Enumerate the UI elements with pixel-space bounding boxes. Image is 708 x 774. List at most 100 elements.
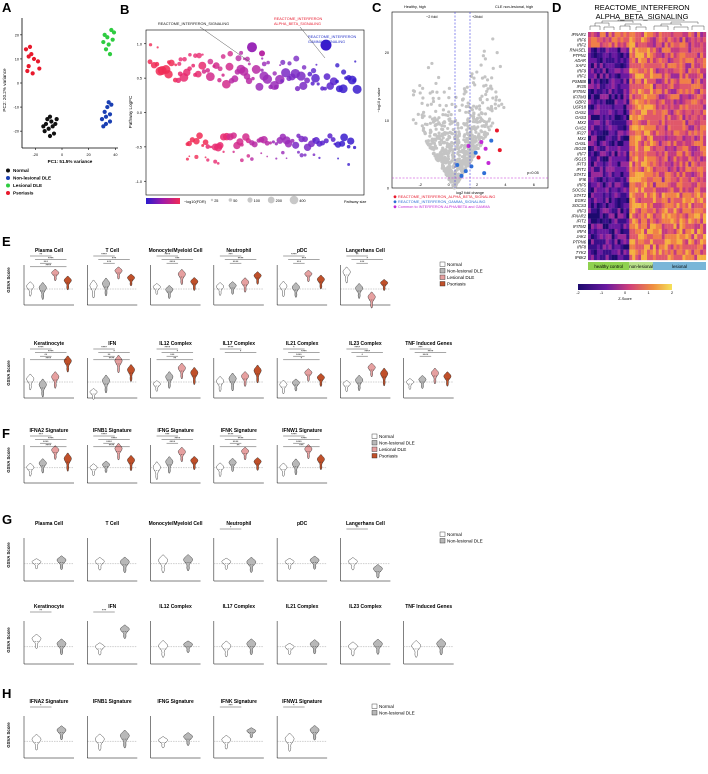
volcano-point [434, 156, 438, 161]
size-legend-label: 25 [214, 199, 218, 203]
heatmap-cell [617, 146, 621, 152]
heatmap-cell [620, 146, 624, 152]
volcano-y-tick-label: 20 [385, 51, 389, 55]
significance-stars: **** [111, 436, 117, 440]
violin-shape [309, 725, 320, 741]
pathway-bubble [245, 77, 253, 85]
volcano-point [430, 61, 434, 66]
heatmap-cell [658, 63, 662, 69]
heatmap-cell [697, 171, 701, 178]
heatmap-cell [649, 104, 654, 110]
significance-stars: **** [428, 349, 434, 353]
heatmap-cell [688, 171, 692, 178]
heatmap-cell [682, 234, 686, 240]
significance-stars: *** [302, 256, 307, 260]
heatmap-cell [667, 42, 671, 48]
heatmap-cell [676, 57, 680, 64]
heatmap-cell [632, 244, 636, 250]
heatmap-cell [632, 52, 636, 59]
violin-shape [246, 727, 257, 738]
heatmap-cell [685, 114, 689, 121]
heatmap-cell [685, 166, 689, 173]
volcano-point [434, 127, 438, 131]
volcano-point [446, 172, 450, 176]
heatmap-cell [626, 99, 630, 105]
heatmap-cell [590, 120, 595, 126]
heatmap-cell [626, 37, 630, 43]
heatmap-cell [638, 114, 642, 121]
heatmap-cell [649, 254, 654, 261]
heatmap-cell [605, 125, 609, 131]
heatmap-cell [703, 68, 707, 74]
heatmap-cell [635, 239, 639, 245]
heatmap-cell [593, 187, 597, 193]
heatmap-cell [599, 32, 603, 38]
heatmap-cell [673, 130, 677, 136]
dendrogram-branch [624, 23, 642, 26]
heatmap-cell [697, 37, 701, 43]
dendrogram-branch [660, 23, 682, 26]
pathway-bubble [260, 152, 263, 155]
heatmap-gene-label: IFITM1 [573, 89, 586, 94]
heatmap-cell [703, 151, 707, 157]
volcano-point [478, 96, 482, 101]
heatmap-cell [655, 32, 659, 38]
heatmap-cell [629, 182, 633, 188]
violin-panel-title: Keratinocyte [34, 341, 65, 347]
volcano-x-axis-label: log2 fold change [456, 191, 484, 195]
volcano-point [432, 141, 437, 145]
heatmap-cell [679, 114, 683, 121]
heatmap-cell [703, 182, 707, 188]
heatmap-cell [694, 125, 698, 131]
heatmap-cell [593, 203, 597, 209]
heatmap-cell [593, 182, 597, 188]
heatmap-cell [647, 37, 651, 43]
heatmap-cell [697, 234, 701, 240]
heatmap-cell [688, 249, 692, 255]
heatmap-cell [632, 140, 636, 147]
heatmap-cell [652, 135, 656, 141]
volcano-point [447, 110, 451, 114]
heatmap-cell [655, 37, 659, 43]
heatmap-cell [649, 197, 654, 204]
pathway-bubble [273, 84, 279, 90]
violin-shape [221, 735, 232, 750]
heatmap-cell [629, 254, 633, 261]
heatmap-cell [700, 161, 704, 167]
heatmap-cell [623, 218, 627, 224]
heatmap-cell [670, 130, 674, 136]
heatmap-cell [588, 177, 592, 183]
heatmap-cell [703, 47, 707, 53]
heatmap-cell [596, 57, 600, 64]
heatmap-cell [617, 228, 621, 235]
heatmap-cell [685, 156, 689, 162]
heatmap-cell [599, 254, 603, 261]
violin-panel-title: IFN [108, 341, 116, 347]
volcano-point [438, 152, 442, 156]
heatmap-cell [617, 135, 621, 141]
heatmap-cell [611, 203, 615, 209]
violin-shape [436, 638, 447, 655]
violin-legend-swatch [371, 710, 378, 716]
heatmap-cell [691, 254, 695, 261]
heatmap-cell [670, 83, 674, 90]
heatmap-cell [611, 161, 615, 167]
heatmap-cell [588, 239, 592, 245]
heatmap-cell [670, 223, 674, 230]
violin-panel-title: TNF Induced Genes [405, 341, 452, 347]
volcano-point [442, 159, 446, 163]
heatmap-cell [641, 228, 645, 235]
heatmap-cell [620, 187, 624, 193]
heatmap-cell [682, 223, 686, 230]
volcano-point [449, 131, 453, 135]
heatmap-cell [590, 197, 595, 204]
heatmap-cell [703, 234, 707, 240]
heatmap-cell [652, 125, 656, 131]
heatmap-cell [611, 52, 615, 59]
heatmap-cell [593, 68, 597, 74]
significance-stars: **** [233, 440, 239, 444]
zscore-tick-label: -2 [576, 291, 579, 295]
heatmap-cell [647, 125, 651, 131]
heatmap-cell [617, 32, 621, 38]
heatmap-cell [641, 223, 645, 230]
